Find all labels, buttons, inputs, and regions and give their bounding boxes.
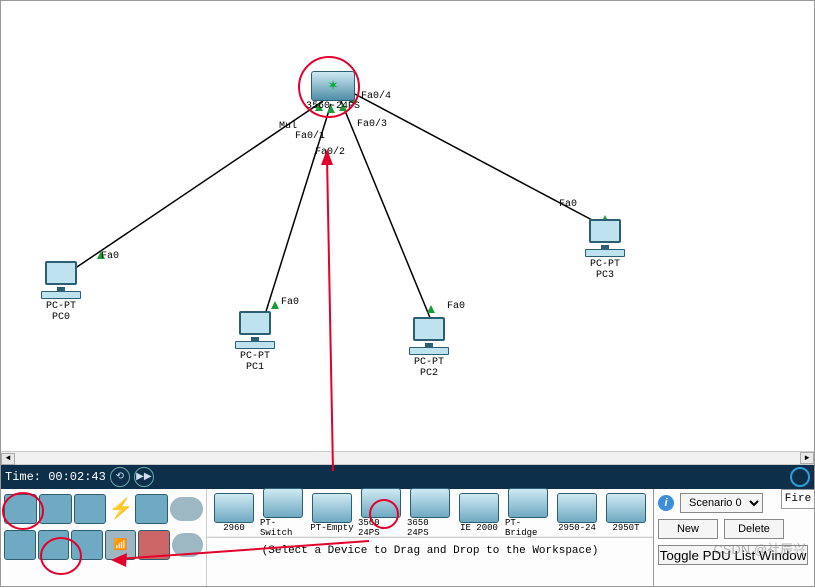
- device-3560-24ps[interactable]: 3560 24PS: [358, 488, 404, 538]
- pc-name: PC0: [52, 312, 70, 323]
- realtime-toggle-icon[interactable]: [790, 467, 810, 487]
- device-label: IE 2000: [460, 523, 498, 533]
- category-router[interactable]: [39, 494, 72, 524]
- device-2950-24[interactable]: 2950-24: [554, 493, 600, 533]
- device-icon: [263, 488, 303, 518]
- port-label-fa0-4: Fa0/4: [361, 91, 391, 102]
- scenario-select[interactable]: Scenario 0: [680, 493, 763, 513]
- pc3-iface: Fa0: [559, 199, 577, 210]
- device-pt-switch[interactable]: PT-Switch: [260, 488, 306, 538]
- time-bar: Time: 00:02:43 ⟲ ▶▶: [1, 465, 814, 489]
- pc-type: PC-PT: [46, 301, 76, 312]
- pc-icon: [583, 219, 627, 259]
- fire-tab[interactable]: Fire: [781, 489, 815, 509]
- category-connections-icon[interactable]: ⚡: [107, 494, 134, 524]
- category-hub[interactable]: [74, 494, 107, 524]
- port-label-fa0-1: Fa0/1: [295, 131, 325, 142]
- device-icon: [508, 488, 548, 518]
- switch-icon: ✶: [311, 71, 355, 101]
- time-label: Time: 00:02:43: [5, 470, 106, 484]
- pc-icon: [407, 317, 451, 357]
- device-label: PT-Switch: [260, 518, 306, 538]
- port-label-fa0-3: Fa0/3: [357, 119, 387, 130]
- pc-icon: [39, 261, 83, 301]
- fastforward-button[interactable]: ▶▶: [134, 467, 154, 487]
- pc-name: PC1: [246, 362, 264, 373]
- pc0-node[interactable]: PC-PT PC0: [39, 261, 83, 323]
- workspace-scrollbar[interactable]: ◄ ►: [1, 451, 814, 465]
- subcat-security[interactable]: [138, 530, 170, 560]
- subcat-1[interactable]: [4, 530, 36, 560]
- subcat-wireless[interactable]: 📶: [105, 530, 137, 560]
- category-wan-cloud[interactable]: [170, 497, 203, 521]
- device-icon: [361, 488, 401, 518]
- device-2950t[interactable]: 2950T: [603, 493, 649, 533]
- switch-node[interactable]: ✶ 3560-24PS: [306, 71, 360, 112]
- subcat-cloud[interactable]: [172, 533, 203, 557]
- device-icon: [459, 493, 499, 523]
- device-pt-empty[interactable]: PT-Empty: [309, 493, 355, 533]
- pc-name: PC2: [420, 368, 438, 379]
- device-label: PT-Empty: [310, 523, 353, 533]
- device-icon: [312, 493, 352, 523]
- device-icon: [214, 493, 254, 523]
- delete-button[interactable]: Delete: [724, 519, 784, 539]
- pc1-iface: Fa0: [281, 297, 299, 308]
- device-category-column: ⚡ 📶: [1, 489, 207, 586]
- switch-label: 3560-24PS: [306, 101, 360, 112]
- pc-type: PC-PT: [414, 357, 444, 368]
- device-ie2000[interactable]: IE 2000: [456, 493, 502, 533]
- port-label-fa0-2: Fa0/2: [315, 147, 345, 158]
- pc3-node[interactable]: PC-PT PC3: [583, 219, 627, 281]
- pc1-node[interactable]: PC-PT PC1: [233, 311, 277, 373]
- category-network-devices[interactable]: [4, 494, 37, 524]
- device-2960[interactable]: 2960: [211, 493, 257, 533]
- device-label: 2960: [223, 523, 245, 533]
- pc-icon: [233, 311, 277, 351]
- pc-name: PC3: [596, 270, 614, 281]
- device-icon: [410, 488, 450, 518]
- device-icon: [606, 493, 646, 523]
- device-pt-bridge[interactable]: PT-Bridge: [505, 488, 551, 538]
- device-label: 3560 24PS: [358, 518, 404, 538]
- bottom-panel: ⚡ 📶 2960 PT-Switch PT-Empty: [1, 489, 814, 586]
- pc2-iface: Fa0: [447, 301, 465, 312]
- device-label: 2950-24: [558, 523, 596, 533]
- device-label: 2950T: [612, 523, 639, 533]
- palette-hint: (Select a Device to Drag and Drop to the…: [207, 537, 653, 563]
- pc-type: PC-PT: [240, 351, 270, 362]
- new-button[interactable]: New: [658, 519, 718, 539]
- device-palette-row: 2960 PT-Switch PT-Empty 3560 24PS 3650 2…: [207, 489, 653, 537]
- scroll-right-icon[interactable]: ►: [800, 452, 814, 464]
- device-icon: [557, 493, 597, 523]
- device-strip: 2960 PT-Switch PT-Empty 3560 24PS 3650 2…: [207, 489, 653, 586]
- topology-links: [1, 1, 814, 451]
- scroll-left-icon[interactable]: ◄: [1, 453, 15, 465]
- realtime-reset-button[interactable]: ⟲: [110, 467, 130, 487]
- device-label: PT-Bridge: [505, 518, 551, 538]
- info-icon[interactable]: i: [658, 495, 674, 511]
- subcat-3[interactable]: [71, 530, 103, 560]
- device-label: 3650 24PS: [407, 518, 453, 538]
- pc2-node[interactable]: PC-PT PC2: [407, 317, 451, 379]
- category-end-devices[interactable]: [135, 494, 168, 524]
- workspace-canvas[interactable]: ✶ 3560-24PS Mul Fa0/1 Fa0/2 Fa0/3 Fa0/4 …: [1, 1, 814, 451]
- pc0-iface: Fa0: [101, 251, 119, 262]
- subcat-switch[interactable]: [38, 530, 70, 560]
- toggle-pdu-button[interactable]: Toggle PDU List Window: [658, 545, 808, 565]
- pc-type: PC-PT: [590, 259, 620, 270]
- device-3650-24ps[interactable]: 3650 24PS: [407, 488, 453, 538]
